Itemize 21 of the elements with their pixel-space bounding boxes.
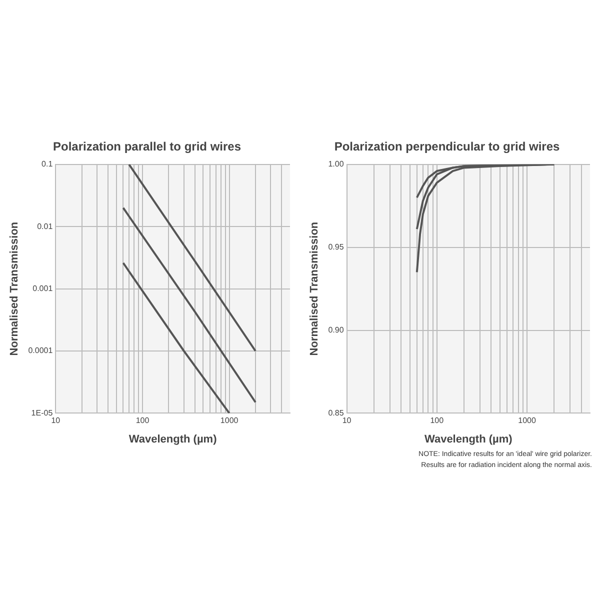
x-tick-label: 10: [342, 416, 352, 426]
x-tick-label: 10: [51, 416, 61, 426]
y-axis-title: Normalised Transmission: [8, 222, 21, 356]
y-tick-label: 0.90: [328, 325, 344, 334]
chart-title: Polarization parallel to grid wires: [52, 140, 242, 154]
y-tick-label: 0.85: [328, 408, 344, 418]
y-tick-label: 0.1: [42, 160, 54, 169]
chart-title: Polarization perpendicular to grid wires: [334, 140, 560, 154]
x-tick-label: 1000: [518, 416, 536, 426]
y-tick-label: 0.001: [32, 284, 54, 294]
y-tick-label: 1E-05: [31, 408, 54, 418]
x-axis-title: Wavelength (µm): [128, 433, 218, 446]
y-tick-label: 0.01: [37, 222, 54, 231]
x-axis-title: Wavelength (µm): [424, 433, 513, 446]
y-tick-label: 1.00: [328, 160, 344, 169]
x-tick-label: 1000: [220, 416, 239, 426]
y-tick-label: 0.0001: [28, 346, 54, 356]
y-axis-title: Normalised Transmission: [308, 222, 321, 356]
x-tick-label: 100: [136, 416, 150, 426]
x-tick-label: 100: [430, 416, 444, 426]
y-tick-label: 0.95: [328, 242, 344, 252]
